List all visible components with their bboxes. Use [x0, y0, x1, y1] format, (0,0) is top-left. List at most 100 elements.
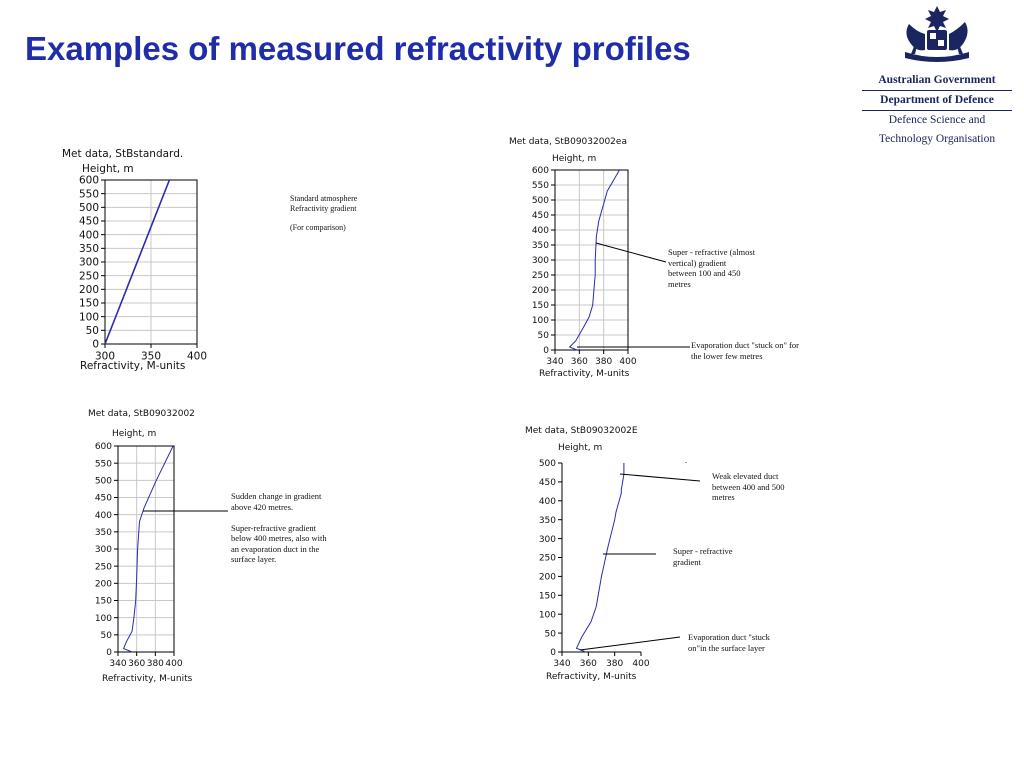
annotation-line: Super - refractive (almost	[668, 247, 756, 257]
y-tick-label: 50	[538, 331, 550, 341]
y-tick-label: 600	[95, 442, 112, 452]
y-tick-label: 150	[539, 591, 556, 601]
annotation-dot: .	[685, 455, 688, 465]
y-axis-label: Height, m	[552, 154, 596, 164]
y-tick-label: 0	[550, 648, 556, 658]
annotation-line: gradient	[673, 556, 701, 567]
y-tick-label: 550	[95, 459, 112, 469]
annotation-super-refractive-almost-vertical: Super - refractive (almost vertical) grad…	[668, 247, 755, 289]
y-tick-label: 250	[539, 554, 556, 564]
y-tick-label: 500	[539, 459, 556, 469]
y-tick-label: 300	[532, 256, 549, 266]
annotation-line: an evaporation duct in the	[231, 543, 320, 554]
annotation-super-refractive-gradient: Super - refractive gradient	[673, 546, 732, 567]
annotation-line: Super - refractive	[673, 546, 733, 556]
annotation-line: between 400 and 500	[712, 481, 785, 492]
y-tick-label: 600	[532, 166, 549, 176]
y-tick-label: 100	[539, 610, 556, 620]
annotation-standard-atmosphere: Standard atmosphere Refractivity gradient…	[290, 194, 357, 232]
x-axis-label: Refractivity, M-units	[80, 360, 185, 372]
x-tick-label: 300	[95, 351, 115, 363]
y-tick-label: 300	[79, 257, 99, 269]
x-tick-label: 400	[165, 659, 182, 669]
y-tick-label: 550	[532, 181, 549, 191]
refractivity-profile-line	[104, 179, 171, 345]
x-axis-label: Refractivity, M-units	[539, 369, 630, 379]
y-tick-label: 0	[543, 346, 549, 356]
y-tick-label: 350	[95, 528, 112, 538]
y-tick-label: 300	[95, 545, 112, 555]
logo-line-dsto-1: Defence Science and	[888, 114, 986, 126]
annotation-evaporation-duct-stuck-on: Evaporation duct "stuck on" for the lower…	[691, 340, 799, 361]
annotation-line: Sudden change in gradient	[231, 491, 322, 501]
y-tick-label: 50	[545, 629, 557, 639]
x-tick-label: 340	[109, 659, 126, 669]
y-tick-label: 550	[79, 188, 99, 200]
logo-line-dsto-2: Technology Organisation	[878, 133, 996, 145]
y-tick-label: 200	[95, 579, 112, 589]
y-tick-label: 500	[95, 476, 112, 486]
annotation-line: above 420 metres.	[231, 501, 294, 512]
y-tick-label: 450	[539, 478, 556, 488]
y-tick-label: 150	[532, 301, 549, 311]
annotation-line: on"in the surface layer	[688, 642, 765, 653]
logo-line-department: Department of Defence	[862, 91, 1012, 111]
chart-svg: 0 50 100 150 200 250 300 350 400 450 500 340 360 380 4…	[525, 426, 650, 682]
annotation-weak-elevated-duct: Weak elevated duct between 400 and 500 met…	[712, 471, 784, 503]
y-tick-label: 150	[95, 597, 112, 607]
chart-title: Met data, StBstandard.	[62, 148, 183, 160]
logo-line-australian-government: Australian Government	[862, 71, 1012, 91]
annotation-evaporation-duct-surface-layer: Evaporation duct "stuck on"in the surface…	[688, 632, 770, 653]
y-tick-label: 500	[79, 202, 99, 214]
chart-title: Met data, StB09032002E	[525, 426, 638, 436]
y-tick-label: 600	[79, 175, 99, 187]
slide-title: Examples of measured refractivity profil…	[25, 30, 691, 67]
y-tick-label: 300	[539, 535, 556, 545]
y-tick-label: 250	[532, 271, 549, 281]
annotation-line: the lower few metres	[691, 350, 763, 361]
y-tick-label: 200	[539, 573, 556, 583]
chart-title: Met data, StB09032002	[88, 409, 195, 419]
refractivity-profile-line	[575, 463, 625, 653]
x-axis-label: Refractivity, M-units	[102, 674, 193, 684]
chart-stb09032002-profile: 0 50 100 150 200 250 300 350 400 450 500 550 600 340 3…	[70, 400, 230, 700]
x-tick-label: 360	[571, 357, 588, 367]
annotation-line	[290, 213, 357, 223]
y-tick-label: 450	[532, 211, 549, 221]
annotation-line: between 100 and 450	[668, 268, 741, 278]
annotation-line: Standard atmosphere	[290, 194, 358, 203]
y-axis-label: Height, m	[558, 443, 602, 453]
x-tick-label: 400	[187, 351, 207, 363]
x-tick-label: 400	[619, 357, 636, 367]
annotation-line: Evaporation duct "stuck on" for	[691, 340, 799, 350]
annotation-line: metres	[712, 492, 735, 502]
chart-title: Met data, StB09032002ea	[509, 137, 627, 147]
x-tick-label: 340	[553, 659, 570, 669]
chart-stb09032002ea-profile: 0 50 100 150 200 250 300 350 400 450 500 550 600 340 3…	[495, 130, 665, 390]
y-tick-label: 0	[106, 648, 112, 658]
y-tick-label: 200	[532, 286, 549, 296]
chart-stb09032002e-profile: 0 50 100 150 200 250 300 350 400 450 500 340 360 380 4…	[505, 418, 675, 688]
y-tick-label: 100	[532, 316, 549, 326]
x-tick-label: 380	[595, 357, 612, 367]
y-tick-label: 350	[79, 243, 99, 255]
annotation-line: Weak elevated duct	[712, 471, 779, 481]
chart-standard-profile: 0 50 100 150 200 250 300 350 400 450 500 550 600 300 3…	[40, 140, 290, 380]
x-tick-label: 400	[632, 659, 649, 669]
y-axis-label: Height, m	[112, 429, 156, 439]
annotation-line: Evaporation duct "stuck	[688, 632, 770, 642]
australian-government-logo: Australian Government Department of Defe…	[862, 4, 1012, 145]
y-tick-label: 100	[79, 311, 99, 323]
y-tick-label: 150	[79, 298, 99, 310]
y-tick-label: 50	[101, 631, 113, 641]
refractivity-profile-line	[122, 445, 174, 653]
y-tick-label: 200	[79, 284, 99, 296]
x-axis-label: Refractivity, M-units	[546, 672, 637, 682]
x-tick-label: 360	[128, 659, 145, 669]
annotation-line: surface layer.	[231, 554, 277, 564]
y-tick-label: 400	[79, 229, 99, 241]
y-tick-label: 0	[92, 339, 99, 351]
